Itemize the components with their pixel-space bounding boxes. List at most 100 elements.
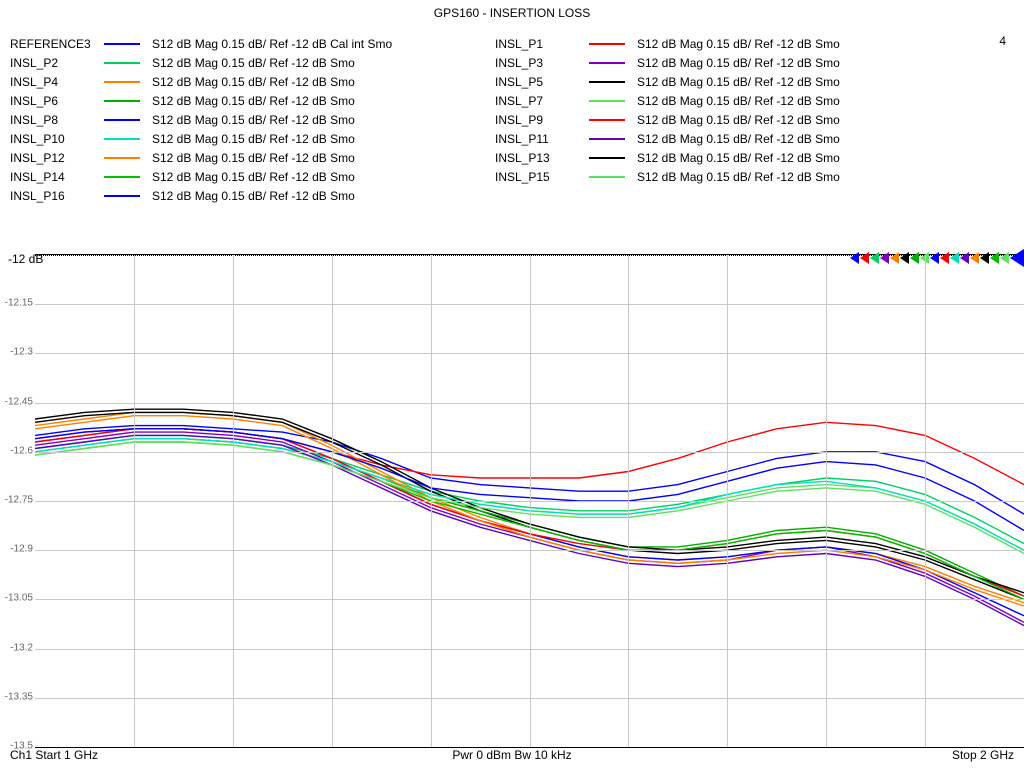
legend-swatch — [589, 119, 625, 121]
footer: Ch1 Start 1 GHz Pwr 0 dBm Bw 10 kHz Stop… — [10, 748, 1014, 764]
legend-text: S12 dB Mag 0.15 dB/ Ref -12 dB Smo — [152, 170, 495, 184]
legend-text: S12 dB Mag 0.15 dB/ Ref -12 dB Smo — [152, 94, 495, 108]
grid-h — [35, 599, 1024, 600]
legend-swatch — [589, 81, 625, 83]
marker-icon — [880, 252, 889, 264]
legend-swatch — [104, 138, 140, 140]
legend-name: INSL_P1 — [495, 37, 589, 51]
extra-label: 4 — [999, 34, 1006, 48]
legend-swatch — [589, 138, 625, 140]
legend-entry: INSL_P11S12 dB Mag 0.15 dB/ Ref -12 dB S… — [495, 132, 980, 146]
legend-name: INSL_P11 — [495, 132, 589, 146]
grid-h — [35, 698, 1024, 699]
legend-entry: INSL_P3 S12 dB Mag 0.15 dB/ Ref -12 dB Sm… — [495, 56, 980, 70]
y-tick-label: -12.15 — [5, 298, 33, 309]
chart — [35, 254, 1024, 748]
marker-icon — [970, 252, 979, 264]
legend-text: S12 dB Mag 0.15 dB/ Ref -12 dB Smo — [637, 75, 980, 89]
legend-name: INSL_P6 — [10, 94, 104, 108]
footer-stop: Stop 2 GHz — [952, 748, 1014, 762]
legend-name: INSL_P4 — [10, 75, 104, 89]
grid-h — [35, 550, 1024, 551]
legend-name: INSL_P3 — [495, 56, 589, 70]
legend-entry: INSL_P10 S12 dB Mag 0.15 dB/ Ref -12 dB S… — [10, 132, 495, 146]
marker-icon — [850, 252, 859, 264]
legend-row: INSL_P16S12 dB Mag 0.15 dB/ Ref -12 dB S… — [10, 186, 1014, 205]
legend-entry: INSL_P6 S12 dB Mag 0.15 dB/ Ref -12 dB Sm… — [10, 94, 495, 108]
marker-icon — [870, 252, 879, 264]
plot-area: -12 dB -12.15-12.3-12.45-12.6-12.75-12.9… — [0, 254, 1024, 746]
marker-icon — [980, 252, 989, 264]
legend-swatch — [104, 157, 140, 159]
y-tick-label: -13.2 — [10, 642, 33, 653]
legend-row: INSL_P10 S12 dB Mag 0.15 dB/ Ref -12 dB S… — [10, 129, 1014, 148]
legend-swatch — [104, 176, 140, 178]
y-axis: -12.15-12.3-12.45-12.6-12.75-12.9-13.05-… — [0, 254, 34, 746]
legend-entry: INSL_P16S12 dB Mag 0.15 dB/ Ref -12 dB S… — [10, 189, 495, 203]
legend-name: INSL_P15 — [495, 170, 589, 184]
y-tick-label: -12.45 — [5, 396, 33, 407]
legend-entry: INSL_P12S12 dB Mag 0.15 dB/ Ref -12 dB S… — [10, 151, 495, 165]
chart-title: GPS160 - INSERTION LOSS — [0, 0, 1024, 20]
legend-name: INSL_P10 — [10, 132, 104, 146]
legend-swatch — [589, 100, 625, 102]
legend: 4 REFERENCE3 S12 dB Mag 0.15 dB/ Ref -12 … — [10, 34, 1014, 205]
legend-text: S12 dB Mag 0.15 dB/ Ref -12 dB Smo — [637, 56, 980, 70]
marker-icon — [910, 252, 919, 264]
grid-h — [35, 353, 1024, 354]
legend-row: INSL_P14 S12 dB Mag 0.15 dB/ Ref -12 dB S… — [10, 167, 1014, 186]
legend-swatch — [104, 119, 140, 121]
legend-swatch — [589, 43, 625, 45]
legend-text: S12 dB Mag 0.15 dB/ Ref -12 dB Smo — [152, 56, 495, 70]
marker-icon — [1010, 249, 1024, 267]
legend-name: INSL_P5 — [495, 75, 589, 89]
legend-row: INSL_P8S12 dB Mag 0.15 dB/ Ref -12 dB Sm… — [10, 110, 1014, 129]
marker-icon — [950, 252, 959, 264]
legend-entry: INSL_P15S12 dB Mag 0.15 dB/ Ref -12 dB S… — [495, 170, 980, 184]
legend-swatch — [589, 157, 625, 159]
legend-entry: INSL_P8S12 dB Mag 0.15 dB/ Ref -12 dB Sm… — [10, 113, 495, 127]
grid-h — [35, 501, 1024, 502]
legend-entry: INSL_P5 S12 dB Mag 0.15 dB/ Ref -12 dB Sm… — [495, 75, 980, 89]
legend-swatch — [589, 176, 625, 178]
y-tick-label: -12.9 — [10, 544, 33, 555]
grid-h — [35, 304, 1024, 305]
grid-h — [35, 452, 1024, 453]
legend-row: INSL_P6 S12 dB Mag 0.15 dB/ Ref -12 dB Sm… — [10, 91, 1014, 110]
legend-text: S12 dB Mag 0.15 dB/ Ref -12 dB Smo — [152, 75, 495, 89]
legend-swatch — [104, 100, 140, 102]
marker-icon — [990, 252, 999, 264]
legend-name: INSL_P14 — [10, 170, 104, 184]
marker-icon — [930, 252, 939, 264]
legend-row: REFERENCE3 S12 dB Mag 0.15 dB/ Ref -12 dB… — [10, 34, 1014, 53]
legend-entry: INSL_P14 S12 dB Mag 0.15 dB/ Ref -12 dB S… — [10, 170, 495, 184]
legend-row: INSL_P4 S12 dB Mag 0.15 dB/ Ref -12 dB Sm… — [10, 72, 1014, 91]
legend-name: INSL_P8 — [10, 113, 104, 127]
legend-swatch — [104, 195, 140, 197]
legend-entry: INSL_P2 S12 dB Mag 0.15 dB/ Ref -12 dB Sm… — [10, 56, 495, 70]
y-tick-label: -12.3 — [10, 347, 33, 358]
legend-entry: REFERENCE3 S12 dB Mag 0.15 dB/ Ref -12 dB… — [10, 37, 495, 51]
legend-row: INSL_P12S12 dB Mag 0.15 dB/ Ref -12 dB S… — [10, 148, 1014, 167]
y-tick-label: -12.75 — [5, 495, 33, 506]
legend-entry: INSL_P4 S12 dB Mag 0.15 dB/ Ref -12 dB Sm… — [10, 75, 495, 89]
footer-center: Pwr 0 dBm Bw 10 kHz — [10, 748, 1014, 762]
marker-icon — [860, 252, 869, 264]
marker-icon — [940, 252, 949, 264]
legend-name: REFERENCE3 — [10, 37, 104, 51]
legend-name: INSL_P9 — [495, 113, 589, 127]
marker-icon — [1000, 252, 1009, 264]
legend-name: INSL_P2 — [10, 56, 104, 70]
grid-h — [35, 403, 1024, 404]
grid-h — [35, 649, 1024, 650]
legend-text: S12 dB Mag 0.15 dB/ Ref -12 dB Cal int S… — [152, 37, 495, 51]
legend-text: S12 dB Mag 0.15 dB/ Ref -12 dB Smo — [152, 132, 495, 146]
legend-text: S12 dB Mag 0.15 dB/ Ref -12 dB Smo — [152, 151, 495, 165]
legend-entry: INSL_P7 S12 dB Mag 0.15 dB/ Ref -12 dB Sm… — [495, 94, 980, 108]
y-tick-label: -12.6 — [10, 445, 33, 456]
legend-text: S12 dB Mag 0.15 dB/ Ref -12 dB Smo — [637, 37, 980, 51]
legend-name: INSL_P7 — [495, 94, 589, 108]
y-tick-label: -13.35 — [5, 691, 33, 702]
marker-row — [849, 252, 1024, 266]
legend-text: S12 dB Mag 0.15 dB/ Ref -12 dB Smo — [637, 94, 980, 108]
